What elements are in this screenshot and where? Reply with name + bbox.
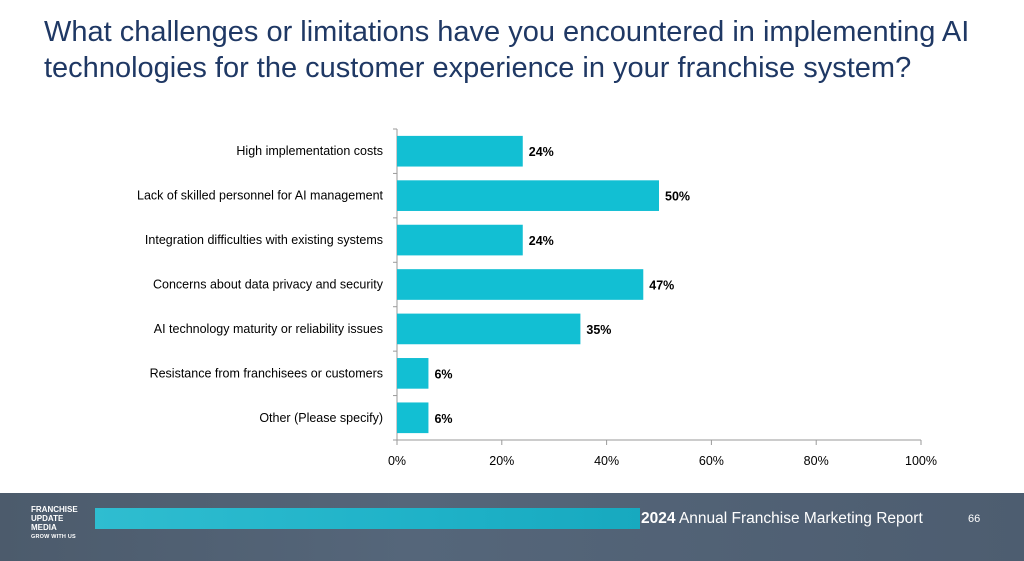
franchise-update-media-logo: FRANCHISE UPDATE MEDIA GROW WITH US xyxy=(31,505,81,553)
category-label: Concerns about data privacy and security xyxy=(153,278,384,292)
category-label: Resistance from franchisees or customers xyxy=(150,366,383,380)
data-label: 24% xyxy=(529,234,554,248)
x-tick-label: 100% xyxy=(905,454,937,468)
bar xyxy=(397,180,659,211)
x-tick-label: 0% xyxy=(388,454,406,468)
report-year: 2024 xyxy=(641,510,676,527)
logo-line-3: MEDIA xyxy=(31,523,57,532)
bar xyxy=(397,358,429,389)
logo-tagline: GROW WITH US xyxy=(31,534,76,540)
category-label: High implementation costs xyxy=(236,144,383,158)
footer-accent-bar xyxy=(95,508,640,529)
title-line-1: What challenges or limitations have you … xyxy=(44,16,970,48)
x-tick-label: 40% xyxy=(594,454,619,468)
logo-line-1: FRANCHISE xyxy=(31,505,78,514)
bar xyxy=(397,313,581,345)
bar-chart: High implementation costs 24% Lack of skil… xyxy=(137,128,937,468)
data-label: 6% xyxy=(434,367,452,381)
data-label: 6% xyxy=(434,412,452,426)
data-label: 35% xyxy=(586,323,611,337)
logo-line-2: UPDATE xyxy=(31,514,64,523)
bar xyxy=(397,135,523,167)
data-label: 50% xyxy=(665,190,690,204)
category-label: Lack of skilled personnel for AI managem… xyxy=(137,189,383,203)
title-line-2: technologies for the customer experience… xyxy=(44,52,912,84)
bar xyxy=(397,269,644,300)
category-label: AI technology maturity or reliability is… xyxy=(154,322,383,336)
x-tick-label: 20% xyxy=(489,454,514,468)
bar xyxy=(397,402,429,434)
data-label: 24% xyxy=(529,145,554,159)
page-title: What challenges or limitations have you … xyxy=(44,14,1004,86)
data-label: 47% xyxy=(649,279,674,293)
bar xyxy=(397,224,523,256)
report-name: Annual Franchise Marketing Report xyxy=(678,510,923,527)
x-tick-label: 60% xyxy=(699,454,724,468)
category-label: Other (Please specify) xyxy=(259,411,383,425)
footer: FRANCHISE UPDATE MEDIA GROW WITH US 2024… xyxy=(0,493,1024,561)
report-title: 2024 Annual Franchise Marketing Report xyxy=(641,510,923,528)
x-tick-label: 80% xyxy=(804,454,829,468)
page-number: 66 xyxy=(968,513,981,525)
category-label: Integration difficulties with existing s… xyxy=(145,233,383,247)
